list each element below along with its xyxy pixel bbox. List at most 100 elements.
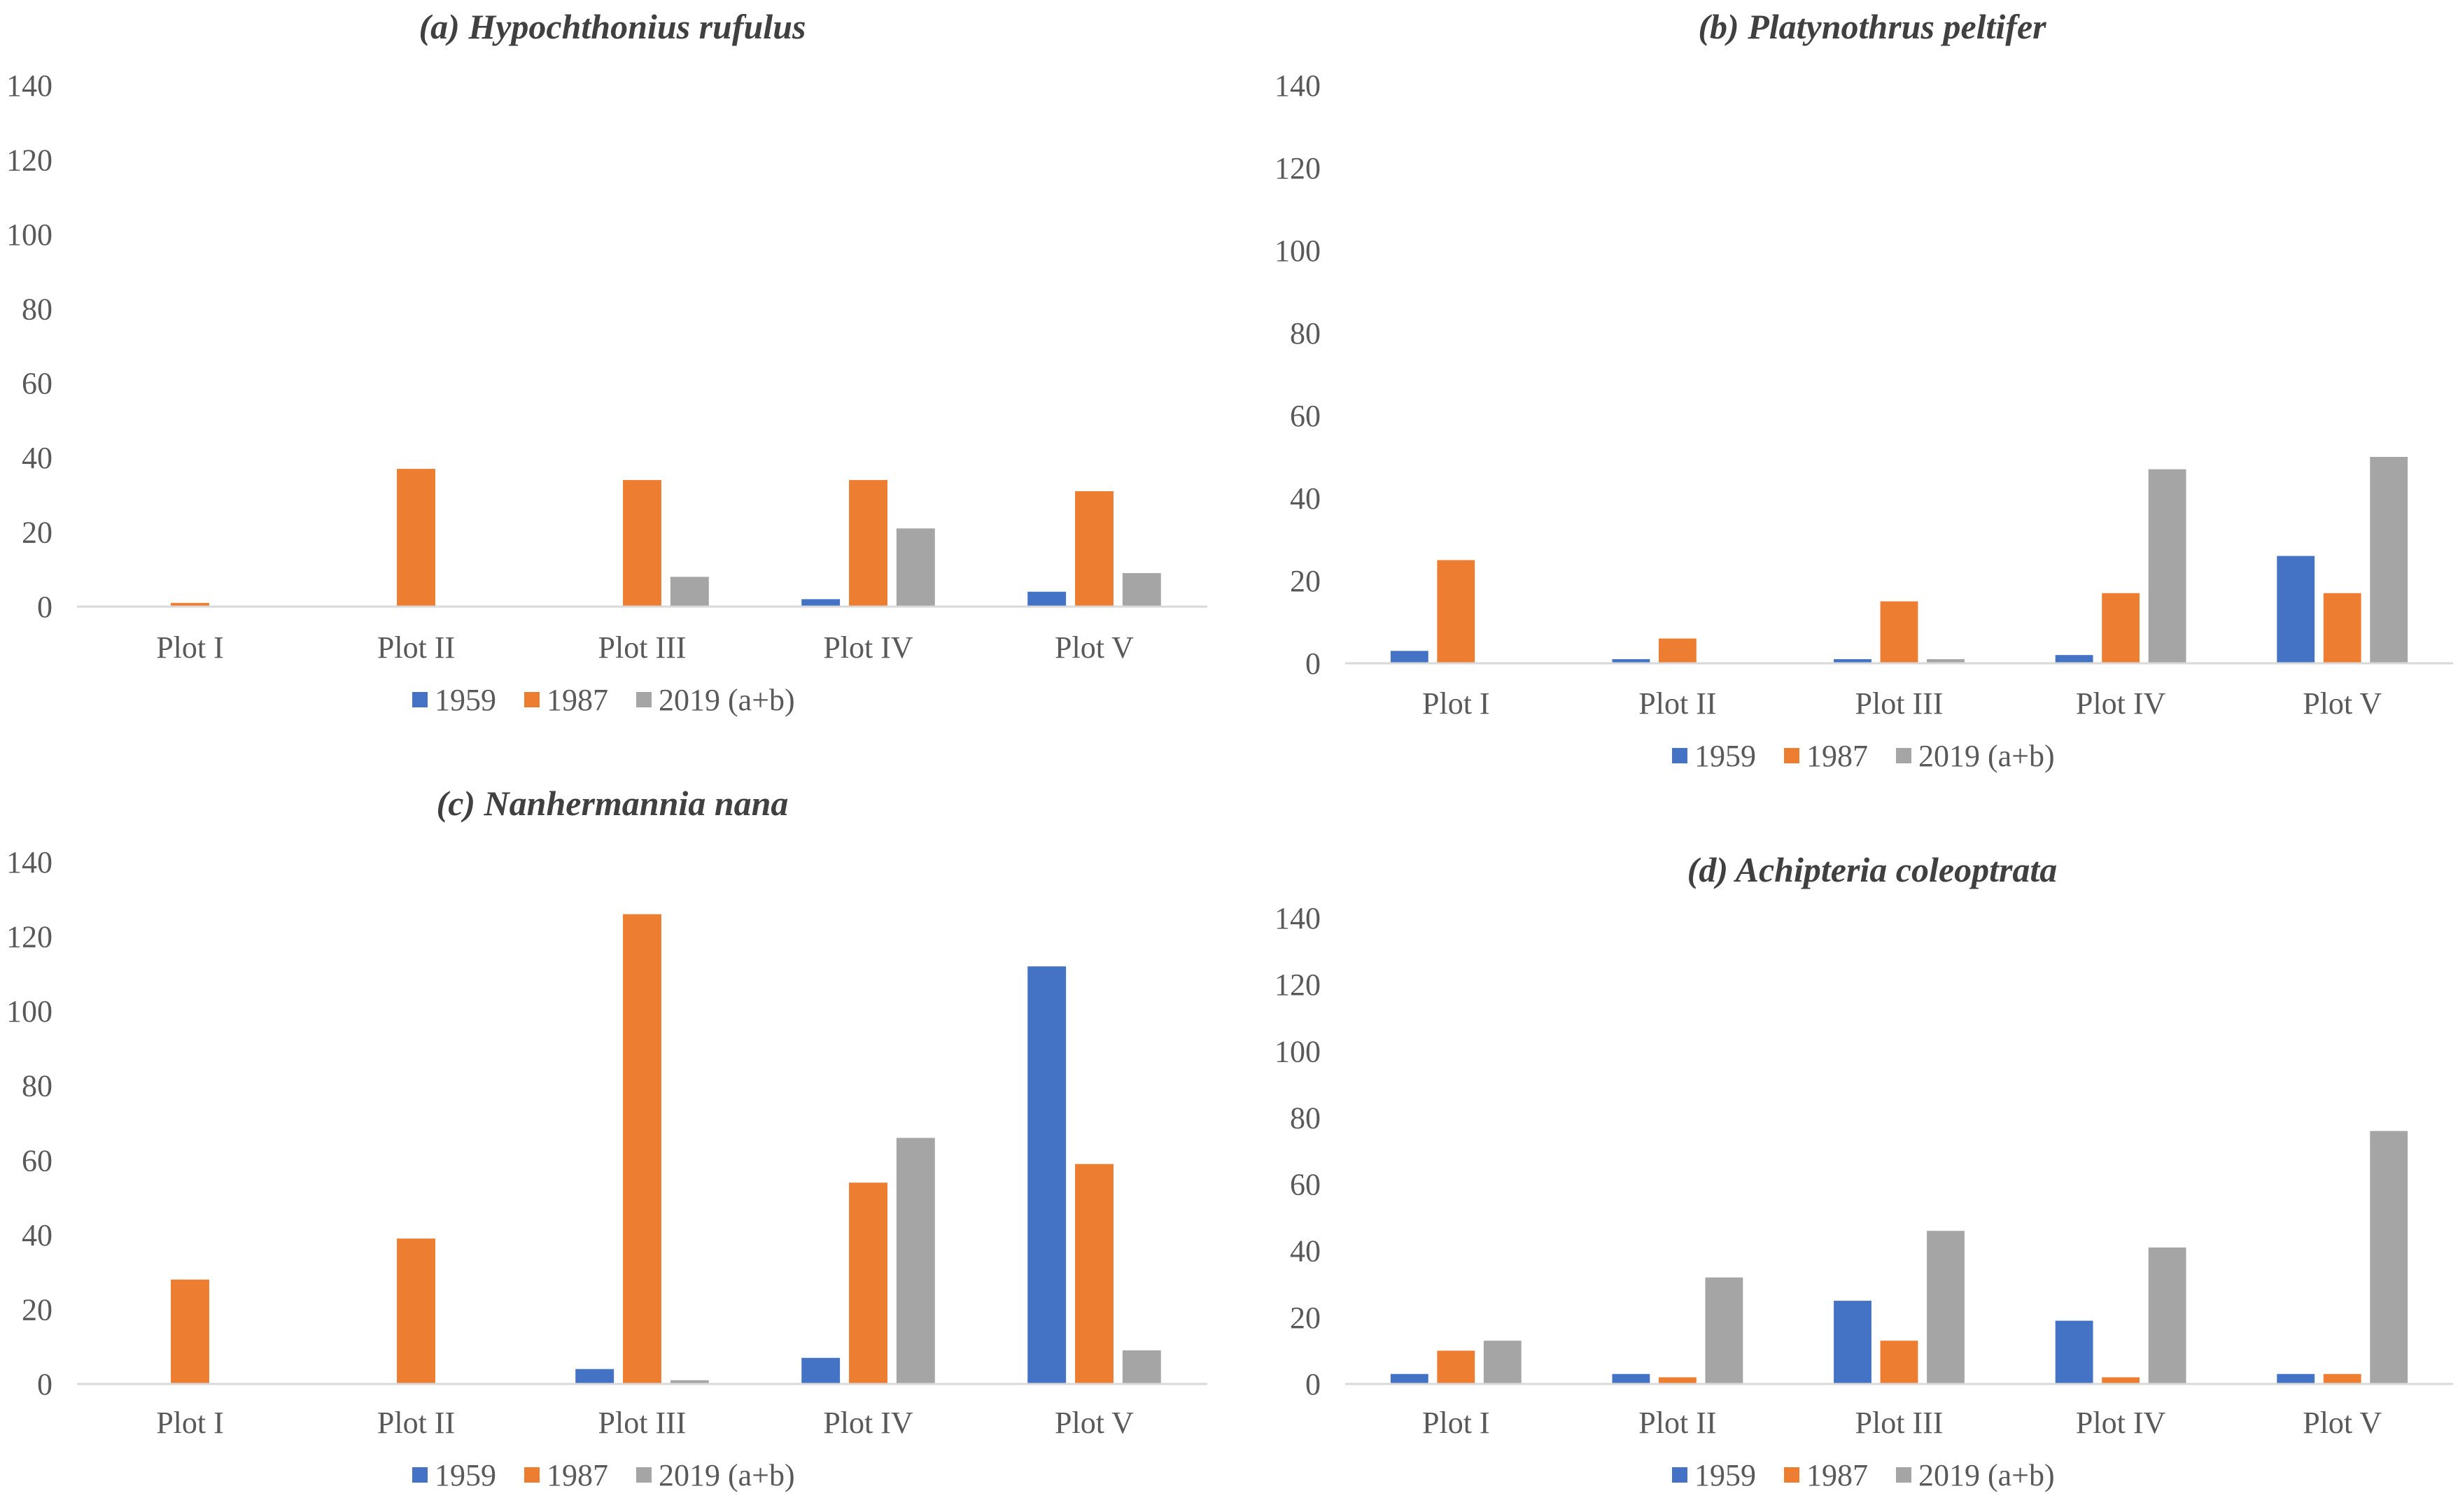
- y-tick-label: 100: [1274, 1034, 1321, 1068]
- bar-1987-plot-i: [1437, 1350, 1475, 1384]
- y-tick-label: 40: [22, 441, 52, 475]
- bar-1959-plot-iii: [1834, 659, 1871, 663]
- legend: 1959 1987 2019 (a+b): [412, 683, 795, 717]
- y-tick-label: 140: [6, 845, 52, 879]
- y-tick-label: 120: [1274, 151, 1321, 185]
- y-tick-label: 80: [22, 1069, 52, 1103]
- legend: 1959 1987 2019 (a+b): [1672, 739, 2055, 773]
- chart-panel-0: (a) Hypochthonius rufulus 0 20 40 60 80 100 120…: [6, 7, 1207, 717]
- legend-label: 2019 (a+b): [1918, 739, 2055, 773]
- bar-2019-a-b-plot-iv: [2148, 469, 2186, 663]
- legend-swatch: [636, 1467, 652, 1483]
- legend-label: 1959: [435, 1458, 496, 1492]
- bar-1987-plot-ii: [397, 1238, 435, 1384]
- bar-2019-a-b-plot-v: [2370, 457, 2408, 663]
- y-tick-label: 140: [1274, 901, 1321, 935]
- legend-label: 1959: [435, 683, 496, 717]
- chart-panel-1: (b) Platynothrus peltifer 0 20 40 60 80 100 120…: [1274, 7, 2453, 773]
- bar-1959-plot-iii: [1834, 1301, 1871, 1384]
- x-tick-label: Plot I: [1422, 1406, 1490, 1440]
- bar-2019-a-b-plot-iv: [896, 528, 935, 607]
- chart-title: (b) Platynothrus peltifer: [1698, 7, 2046, 46]
- x-tick-label: Plot II: [377, 630, 455, 665]
- x-tick-label: Plot III: [598, 1406, 687, 1440]
- bar-2019-a-b-plot-iii: [670, 1380, 709, 1384]
- bar-1987-plot-iii: [1880, 601, 1918, 663]
- bar-1987-plot-ii: [1658, 1377, 1697, 1384]
- chart-title: (c) Nanhermannia nana: [437, 784, 789, 823]
- bar-2019-a-b-plot-v: [2370, 1131, 2408, 1384]
- bar-2019-a-b-plot-iii: [670, 577, 709, 607]
- bar-1987-plot-iv: [849, 480, 887, 607]
- bar-1959-plot-iv: [801, 599, 841, 607]
- y-tick-label: 20: [22, 516, 52, 550]
- bar-1987-plot-v: [2323, 593, 2361, 663]
- bar-1987-plot-ii: [1658, 638, 1697, 663]
- bar-2019-a-b-plot-v: [1122, 1350, 1161, 1384]
- legend-swatch: [1672, 1467, 1687, 1483]
- legend-swatch: [412, 692, 428, 707]
- x-tick-label: Plot V: [2303, 686, 2382, 721]
- bar-1987-plot-v: [1075, 491, 1114, 607]
- legend-label: 1959: [1694, 1458, 1756, 1492]
- x-tick-label: Plot I: [156, 630, 224, 665]
- y-tick-label: 80: [1290, 1101, 1321, 1135]
- x-tick-label: Plot IV: [823, 1406, 913, 1440]
- bar-1959-plot-ii: [1612, 659, 1650, 663]
- y-tick-label: 0: [37, 590, 52, 624]
- bar-1987-plot-iii: [623, 914, 661, 1384]
- legend-swatch: [1896, 748, 1911, 763]
- bar-1959-plot-i: [1390, 1373, 1428, 1384]
- legend-swatch: [1784, 748, 1799, 763]
- y-tick-label: 40: [1290, 481, 1321, 516]
- bar-1959-plot-v: [1027, 966, 1067, 1384]
- x-tick-label: Plot IV: [2076, 686, 2166, 721]
- chart-title: (a) Hypochthonius rufulus: [419, 7, 806, 46]
- y-tick-label: 40: [22, 1218, 52, 1252]
- bar-1959-plot-ii: [1612, 1373, 1650, 1384]
- legend-swatch: [1896, 1467, 1911, 1483]
- x-tick-label: Plot V: [1055, 630, 1134, 665]
- legend-label: 2019 (a+b): [1918, 1458, 2055, 1492]
- bar-1959-plot-v: [2277, 1373, 2315, 1384]
- bar-1959-plot-v: [1027, 591, 1067, 607]
- x-tick-label: Plot V: [1055, 1406, 1134, 1440]
- y-tick-label: 0: [1305, 1367, 1321, 1401]
- legend-label: 1987: [1806, 1458, 1868, 1492]
- y-tick-label: 60: [1290, 1168, 1321, 1202]
- legend-label: 2019 (a+b): [659, 1458, 795, 1492]
- x-tick-label: Plot I: [156, 1406, 224, 1440]
- bar-2019-a-b-plot-iv: [896, 1138, 935, 1384]
- y-tick-label: 60: [22, 367, 52, 401]
- y-tick-label: 100: [6, 218, 52, 252]
- bar-1987-plot-iv: [2102, 1377, 2140, 1384]
- x-tick-label: Plot III: [1855, 686, 1944, 721]
- y-tick-label: 0: [37, 1367, 52, 1401]
- legend: 1959 1987 2019 (a+b): [1672, 1458, 2055, 1492]
- x-tick-label: Plot II: [377, 1406, 455, 1440]
- bar-2019-a-b-plot-iii: [1927, 659, 1965, 663]
- bar-1987-plot-i: [171, 602, 209, 607]
- y-tick-label: 100: [6, 994, 52, 1029]
- bar-1959-plot-iv: [801, 1357, 841, 1384]
- y-tick-label: 20: [22, 1292, 52, 1327]
- x-tick-label: Plot V: [2303, 1406, 2382, 1440]
- legend-swatch: [636, 692, 652, 707]
- y-tick-label: 100: [1274, 234, 1321, 268]
- chart-title: (d) Achipteria coleoptrata: [1687, 850, 2058, 889]
- y-tick-label: 80: [1290, 316, 1321, 351]
- x-tick-label: Plot I: [1422, 686, 1490, 721]
- x-tick-label: Plot II: [1638, 1406, 1716, 1440]
- bar-2019-a-b-plot-ii: [1705, 1277, 1743, 1384]
- legend-swatch: [1784, 1467, 1799, 1483]
- y-tick-label: 120: [6, 143, 52, 177]
- y-tick-label: 60: [22, 1143, 52, 1178]
- chart-panel-3: (d) Achipteria coleoptrata 0 20 40 60 80 100 12…: [1274, 850, 2453, 1492]
- bar-1959-plot-iv: [2055, 1320, 2093, 1384]
- y-tick-label: 20: [1290, 564, 1321, 598]
- bar-2019-a-b-plot-i: [1483, 1341, 1522, 1384]
- legend-swatch: [1672, 748, 1687, 763]
- bar-1959-plot-iii: [575, 1369, 614, 1384]
- bar-1987-plot-i: [1437, 560, 1475, 663]
